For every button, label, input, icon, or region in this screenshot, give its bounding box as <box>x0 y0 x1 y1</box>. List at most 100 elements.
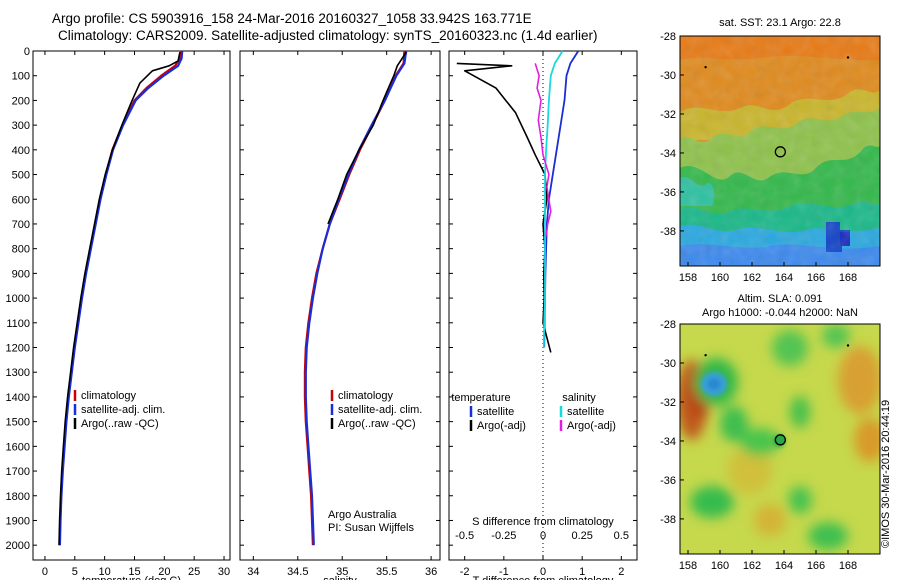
x-tick-label: 0 <box>42 566 48 578</box>
y-tick-label: 700 <box>12 219 30 231</box>
figure-title-line1: Argo profile: CS 5903916_158 24-Mar-2016… <box>52 11 532 26</box>
map-y-tick-label: -36 <box>660 475 676 487</box>
map-x-tick-label: 158 <box>679 560 697 572</box>
credit-annotation: Argo Australia <box>328 509 397 521</box>
x-tick-label: 20 <box>158 566 170 578</box>
map-x-tick-label: 166 <box>807 272 825 284</box>
y-tick-label: 800 <box>12 244 30 256</box>
map-y-tick-label: -34 <box>660 148 676 160</box>
legend-group-title: salinity <box>562 392 596 404</box>
x-tick-label: 35.5 <box>376 566 397 578</box>
map-y-tick-label: -32 <box>660 397 676 409</box>
argo-location-marker <box>774 434 786 446</box>
x-tick-label: 34.5 <box>287 566 308 578</box>
map-y-tick-label: -32 <box>660 109 676 121</box>
y-tick-label: 1800 <box>6 491 30 503</box>
s-tick-label: 0 <box>540 530 546 542</box>
x-tick-label: 0 <box>540 566 546 578</box>
argo-location-marker <box>774 146 786 158</box>
map-y-tick-label: -28 <box>660 319 676 331</box>
x-axis-label: temperature (deg C) <box>82 575 181 580</box>
sst-heatmap <box>680 36 880 266</box>
x-axis-label: salinity <box>323 575 357 580</box>
sla-map-panel: Altim. SLA: 0.091 Argo h1000: -0.044 h20… <box>660 293 881 572</box>
y-tick-label: 1500 <box>6 417 30 429</box>
map-x-tick-label: 168 <box>839 272 857 284</box>
y-tick-label: 1600 <box>6 441 30 453</box>
y-tick-label: 1200 <box>6 343 30 355</box>
x-tick-label: 35 <box>336 566 348 578</box>
s-tick-label: 0.25 <box>571 530 592 542</box>
y-tick-label: 400 <box>12 145 30 157</box>
sla-map-subtitle: Argo h1000: -0.044 h2000: NaN <box>702 307 858 319</box>
legend-label: Argo(..raw -QC) <box>81 418 159 430</box>
map-y-tick-label: -34 <box>660 436 676 448</box>
sla-heatmap <box>680 324 880 554</box>
s-tick-label: -0.25 <box>491 530 516 542</box>
sla-map-title: Altim. SLA: 0.091 <box>738 293 823 305</box>
island-dot <box>704 353 707 357</box>
temperature-profile-panel: 0 5 10 15 20 25 300100200300400500600700800900… <box>6 46 231 580</box>
y-tick-label: 500 <box>12 170 30 182</box>
y-tick-label: 1700 <box>6 466 30 478</box>
legend-label: Argo(-adj) <box>567 420 616 432</box>
y-tick-label: 100 <box>12 71 30 83</box>
y-tick-label: 2000 <box>6 540 30 552</box>
x-tick-label: 30 <box>218 566 230 578</box>
legend-label: climatology <box>81 390 137 402</box>
legend-label: satellite <box>567 406 604 418</box>
series-line-salinity-argo-adj- <box>534 63 552 237</box>
y-tick-label: 1300 <box>6 367 30 379</box>
map-x-tick-label: 164 <box>775 272 793 284</box>
series-line-argo-raw-qc- <box>58 52 181 546</box>
map-x-tick-label: 160 <box>711 272 729 284</box>
map-x-tick-label: 158 <box>679 272 697 284</box>
x-tick-label: 36 <box>425 566 437 578</box>
plot-frame <box>32 50 231 561</box>
y-tick-label: 1100 <box>6 318 30 330</box>
s-tick-label: 0.5 <box>614 530 629 542</box>
x-tick-label: 5 <box>72 566 78 578</box>
y-tick-label: 300 <box>12 120 30 132</box>
legend-label: satellite <box>477 406 514 418</box>
island-dot <box>846 344 850 347</box>
legend-label: satellite-adj. clim. <box>81 404 165 416</box>
s-axis-label: S difference from climatology <box>472 516 614 528</box>
plot-frame <box>239 50 441 561</box>
map-x-tick-label: 162 <box>743 560 761 572</box>
x-tick-label: 2 <box>618 566 624 578</box>
difference-profile-panel: -2 -1 0 1 2 T difference from climatology S di… <box>448 50 638 580</box>
x-tick-label: 34 <box>247 566 259 578</box>
island-dot <box>846 56 850 59</box>
map-y-tick-label: -28 <box>660 31 676 43</box>
y-tick-label: 1400 <box>6 392 30 404</box>
x-tick-label: -1 <box>499 566 509 578</box>
map-y-tick-label: -38 <box>660 226 676 238</box>
x-axis-label: T difference from climatology <box>473 575 614 580</box>
map-y-tick-label: -38 <box>660 514 676 526</box>
x-tick-label: 1 <box>579 566 585 578</box>
sst-map-title: sat. SST: 23.1 Argo: 22.8 <box>719 17 841 29</box>
sst-map-panel: sat. SST: 23.1 Argo: 22.8 158 160 162 164 16… <box>660 17 881 284</box>
legend-label: Argo(..raw -QC) <box>338 418 416 430</box>
series-line-argo-raw-qc- <box>327 51 407 225</box>
map-x-tick-label: 162 <box>743 272 761 284</box>
y-tick-label: 0 <box>24 46 30 58</box>
x-tick-label: 25 <box>188 566 200 578</box>
legend-label: satellite-adj. clim. <box>338 404 422 416</box>
legend-label: climatology <box>338 390 394 402</box>
map-y-tick-label: -36 <box>660 187 676 199</box>
x-tick-label: 15 <box>128 566 140 578</box>
map-y-tick-label: -30 <box>660 70 676 82</box>
legend-group-title: temperature <box>451 392 510 404</box>
map-x-tick-label: 160 <box>711 560 729 572</box>
map-y-tick-label: -30 <box>660 358 676 370</box>
x-tick-label: -2 <box>460 566 470 578</box>
y-tick-label: 900 <box>12 268 30 280</box>
y-tick-label: 600 <box>12 194 30 206</box>
map-x-tick-label: 168 <box>839 560 857 572</box>
y-tick-label: 1000 <box>6 293 30 305</box>
legend-label: Argo(-adj) <box>477 420 526 432</box>
figure-title-line2: Climatology: CARS2009. Satellite-adjuste… <box>58 28 598 43</box>
